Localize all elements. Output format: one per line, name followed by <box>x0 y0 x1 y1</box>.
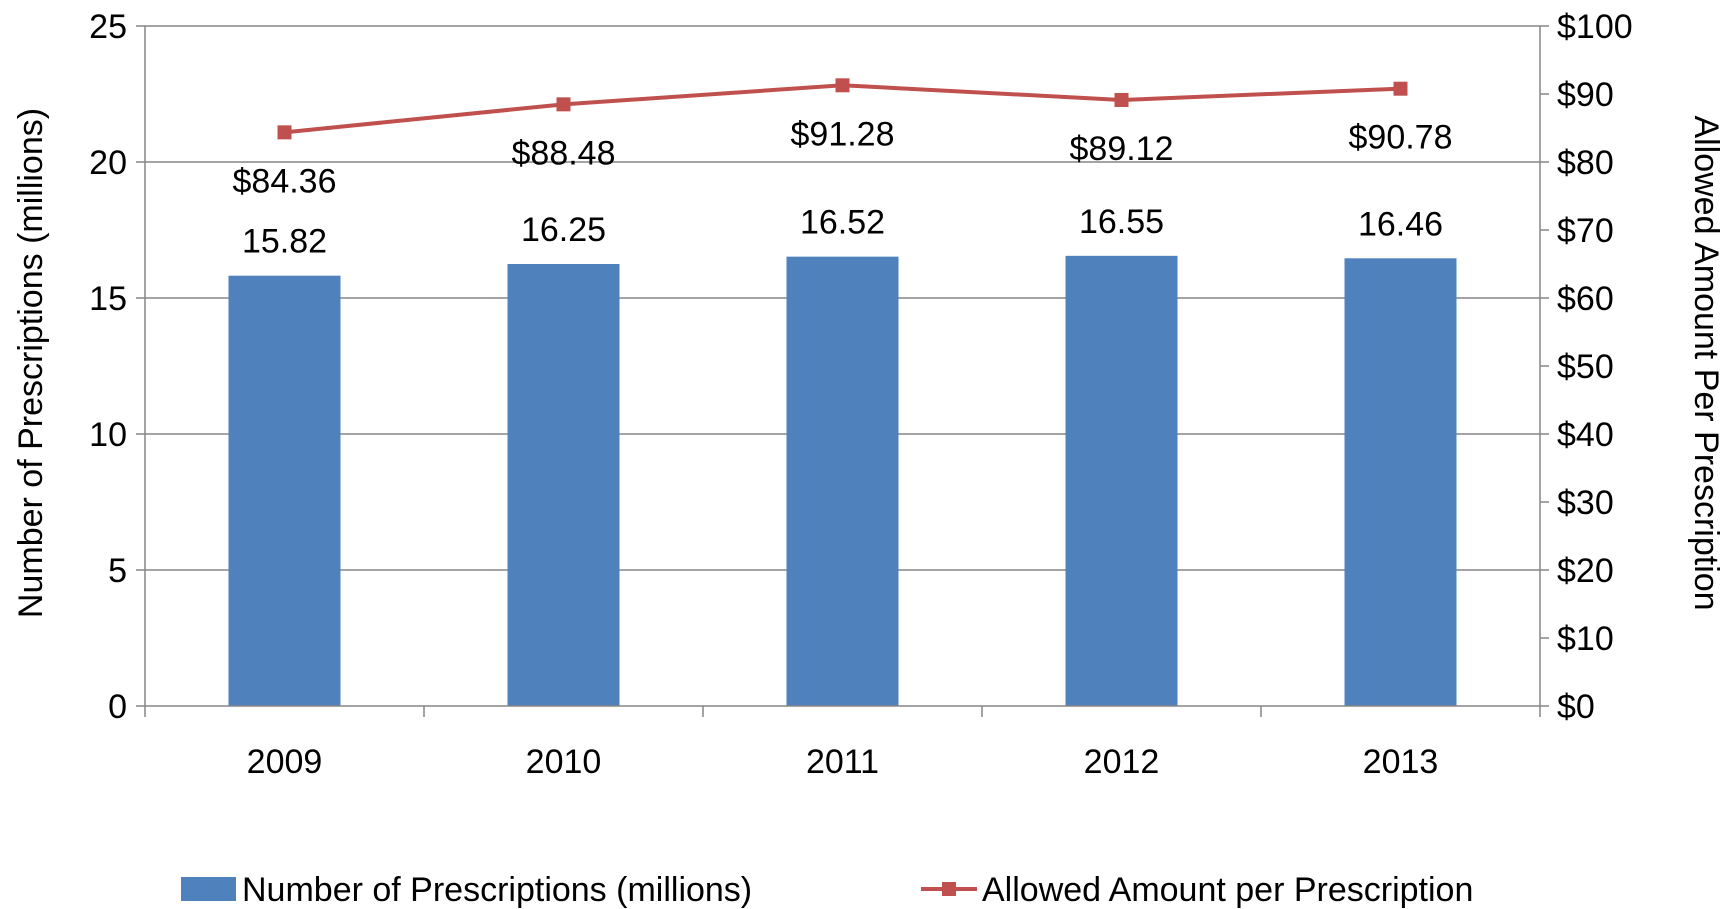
bar <box>228 275 341 706</box>
axes: 0 5 10 15 20 25 $0 $10 $20 $30 $40 $50 $60 $70 $80 $90 $… <box>89 8 1632 781</box>
right-tick-label: $0 <box>1557 688 1595 726</box>
right-axis-title: Allowed Amount Per Prescription <box>1687 115 1723 610</box>
line-marker <box>1393 81 1408 96</box>
right-tick-label: $70 <box>1557 212 1614 250</box>
right-tick-label: $80 <box>1557 144 1614 182</box>
bar-data-label: 16.52 <box>800 204 885 242</box>
x-tick-label: 2013 <box>1363 743 1439 781</box>
x-tick-label: 2011 <box>806 743 879 781</box>
line-marker <box>556 97 571 112</box>
right-tick-label: $60 <box>1557 280 1614 318</box>
legend-bar-label: Number of Prescriptions (millions) <box>242 871 752 909</box>
line-data-label: $89.12 <box>1070 130 1174 168</box>
x-tick-label: 2009 <box>247 743 323 781</box>
line-series <box>277 78 1408 140</box>
legend-line-label: Allowed Amount per Prescription <box>982 871 1473 909</box>
x-tick-label: 2012 <box>1084 743 1160 781</box>
legend-line-marker <box>942 882 956 896</box>
bar-data-label: 16.25 <box>521 211 606 249</box>
line-marker <box>1114 92 1129 107</box>
right-tick-label: $10 <box>1557 620 1614 658</box>
data-labels: 15.82 16.25 16.52 16.55 16.46 $84.36 $88.48 $91… <box>233 115 1453 260</box>
bar <box>1065 255 1178 706</box>
left-tick-label: 15 <box>89 280 127 318</box>
line-marker <box>277 125 292 140</box>
right-tick-label: $90 <box>1557 76 1614 114</box>
line-data-label: $88.48 <box>512 134 616 172</box>
line-data-label: $91.28 <box>791 115 895 153</box>
legend-bar-swatch <box>181 877 236 901</box>
right-tick-label: $50 <box>1557 348 1614 386</box>
right-tick-label: $40 <box>1557 416 1614 454</box>
line-data-label: $90.78 <box>1349 119 1453 157</box>
bar-series <box>228 255 1457 706</box>
legend: Number of Prescriptions (millions) Allow… <box>181 871 1473 909</box>
line-data-label: $84.36 <box>233 162 337 200</box>
left-tick-label: 0 <box>108 688 127 726</box>
left-tick-label: 25 <box>89 8 127 46</box>
left-tick-label: 10 <box>89 416 127 454</box>
right-tick-label: $100 <box>1557 8 1633 46</box>
right-tick-label: $30 <box>1557 484 1614 522</box>
bar-data-label: 16.55 <box>1079 203 1164 241</box>
left-tick-label: 5 <box>108 552 127 590</box>
bar-data-label: 16.46 <box>1358 205 1443 243</box>
bar <box>786 256 899 706</box>
bar-data-label: 15.82 <box>242 223 327 261</box>
line-marker <box>835 78 850 93</box>
right-tick-label: $20 <box>1557 552 1614 590</box>
left-tick-label: 20 <box>89 144 127 182</box>
x-tick-label: 2010 <box>526 743 602 781</box>
bar <box>1344 258 1457 706</box>
bar <box>507 264 620 706</box>
left-axis-title: Number of Prescriptions (millions) <box>12 108 50 618</box>
